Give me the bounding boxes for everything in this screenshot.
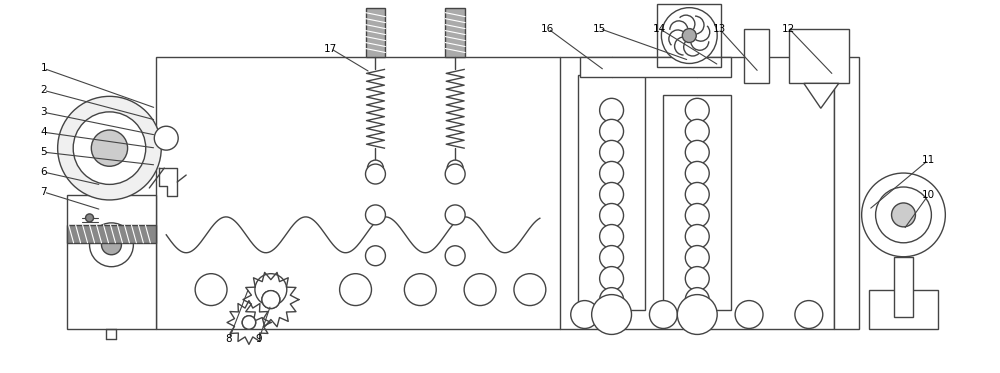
- Circle shape: [677, 295, 717, 335]
- Circle shape: [600, 267, 624, 291]
- Circle shape: [262, 291, 280, 308]
- Circle shape: [445, 205, 465, 225]
- Circle shape: [73, 112, 146, 184]
- Circle shape: [683, 301, 711, 329]
- Circle shape: [58, 96, 161, 200]
- Circle shape: [600, 245, 624, 269]
- Circle shape: [600, 98, 624, 122]
- Bar: [789, 29, 849, 84]
- Circle shape: [862, 173, 945, 257]
- Circle shape: [682, 29, 696, 43]
- Text: 17: 17: [324, 44, 337, 53]
- Text: 1: 1: [40, 63, 47, 73]
- Text: 16: 16: [541, 23, 554, 34]
- Bar: [744, 29, 769, 84]
- Circle shape: [685, 119, 709, 143]
- Circle shape: [598, 301, 626, 329]
- Text: 3: 3: [40, 107, 47, 117]
- Circle shape: [464, 274, 496, 305]
- Circle shape: [685, 98, 709, 122]
- Circle shape: [242, 316, 256, 329]
- Circle shape: [255, 274, 287, 305]
- Circle shape: [795, 301, 823, 329]
- Circle shape: [445, 164, 465, 184]
- Circle shape: [661, 8, 717, 63]
- Circle shape: [242, 316, 256, 329]
- Circle shape: [735, 301, 763, 329]
- Text: 4: 4: [40, 127, 47, 137]
- Bar: [657, 4, 721, 68]
- Circle shape: [447, 160, 463, 176]
- Text: 12: 12: [782, 23, 796, 34]
- Text: 11: 11: [922, 155, 935, 165]
- Bar: [580, 57, 731, 78]
- Text: 6: 6: [40, 167, 47, 177]
- Circle shape: [685, 288, 709, 311]
- Circle shape: [600, 182, 624, 206]
- Circle shape: [592, 295, 632, 335]
- Circle shape: [340, 274, 371, 305]
- Circle shape: [876, 187, 931, 243]
- Circle shape: [600, 119, 624, 143]
- Bar: [894, 257, 913, 317]
- Circle shape: [600, 162, 624, 185]
- Circle shape: [404, 274, 436, 305]
- Bar: [366, 8, 385, 57]
- Text: 15: 15: [593, 23, 606, 34]
- Text: 2: 2: [40, 85, 47, 95]
- Bar: [578, 75, 645, 310]
- Circle shape: [685, 225, 709, 248]
- Circle shape: [685, 204, 709, 228]
- Circle shape: [600, 204, 624, 228]
- Circle shape: [685, 267, 709, 291]
- Circle shape: [445, 246, 465, 266]
- Circle shape: [649, 301, 677, 329]
- Circle shape: [195, 274, 227, 305]
- Circle shape: [86, 214, 94, 222]
- Text: 8: 8: [226, 335, 232, 344]
- Text: 13: 13: [713, 23, 726, 34]
- Circle shape: [685, 245, 709, 269]
- Circle shape: [366, 246, 385, 266]
- Text: 7: 7: [40, 187, 47, 197]
- Bar: [156, 57, 834, 329]
- Circle shape: [262, 291, 280, 308]
- Bar: [869, 289, 938, 329]
- Circle shape: [600, 288, 624, 311]
- Circle shape: [91, 130, 128, 166]
- Text: 5: 5: [40, 147, 47, 157]
- Bar: [445, 8, 465, 57]
- Bar: [663, 95, 731, 310]
- Circle shape: [154, 126, 178, 150]
- Circle shape: [892, 203, 915, 227]
- Bar: [67, 225, 156, 243]
- Circle shape: [600, 225, 624, 248]
- Circle shape: [366, 164, 385, 184]
- Circle shape: [600, 140, 624, 164]
- Bar: [834, 57, 859, 329]
- Circle shape: [514, 274, 546, 305]
- Circle shape: [685, 162, 709, 185]
- Circle shape: [101, 235, 121, 255]
- Circle shape: [90, 223, 133, 267]
- Circle shape: [685, 140, 709, 164]
- Polygon shape: [804, 84, 839, 108]
- Circle shape: [366, 205, 385, 225]
- Circle shape: [685, 182, 709, 206]
- Text: 9: 9: [256, 335, 262, 344]
- Circle shape: [571, 301, 599, 329]
- Circle shape: [367, 160, 383, 176]
- Text: 10: 10: [922, 190, 935, 200]
- Text: 14: 14: [653, 23, 666, 34]
- Bar: [67, 195, 156, 329]
